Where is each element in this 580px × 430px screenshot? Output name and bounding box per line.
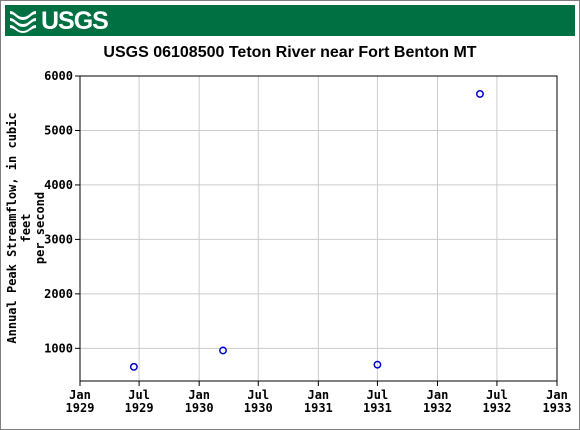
data-points [129,90,484,371]
y-tick-label: 3000 [44,232,73,246]
chart-title: USGS 06108500 Teton River near Fort Bent… [103,44,477,61]
y-axis-label: Annual Peak Streamflow, in cubic feet pe… [5,98,47,358]
y-tick-label: 5000 [44,123,73,137]
usgs-wave-icon [10,11,36,33]
data-point [219,346,227,355]
x-tick-label-year: 1930 [244,401,273,415]
x-tick-label-month: Jan [427,388,449,402]
x-tick-label-month: Jan [69,388,91,402]
x-tick-label-month: Jan [307,388,329,402]
x-tick-label-year: 1929 [125,401,154,415]
x-tick-label-month: Jan [188,388,210,402]
x-tick-label-year: 1931 [304,401,333,415]
usgs-logo-text: USGS [41,7,109,35]
x-tick-label-month: Jul [247,388,269,402]
x-tick-labels: Jan1929Jul1929Jan1930Jul1930Jan1931Jul19… [66,388,572,415]
x-tick-label-year: 1929 [66,401,95,415]
x-tick-label-month: Jan [546,388,568,402]
x-tick-label-year: 1932 [482,401,511,415]
x-tick-label-year: 1930 [185,401,214,415]
usgs-logo[interactable] [5,5,105,36]
y-tick-label: 4000 [44,178,73,192]
x-tick-label-year: 1932 [423,401,452,415]
y-tick-label: 6000 [44,69,73,83]
x-tick-label-month: Jul [367,388,389,402]
y-axis-label-line-1: Annual Peak Streamflow, in cubic feet [5,112,33,344]
plot-border [79,75,558,382]
data-point [373,360,382,369]
x-tick-label-year: 1933 [543,401,572,415]
y-tick-label: 1000 [44,341,73,355]
x-tick-label-month: Jul [486,388,508,402]
y-tick-labels: 1000 2000 3000 4000 5000 6000 [44,69,73,355]
y-tick-label: 2000 [44,287,73,301]
y-axis-label-line-2: per second [33,191,47,265]
axes [75,75,558,386]
data-point [475,90,484,98]
usgs-banner: USGS [5,5,575,36]
data-point [129,362,138,371]
x-tick-label-year: 1931 [363,401,392,415]
grid [79,75,558,381]
x-tick-label-month: Jul [128,388,150,402]
